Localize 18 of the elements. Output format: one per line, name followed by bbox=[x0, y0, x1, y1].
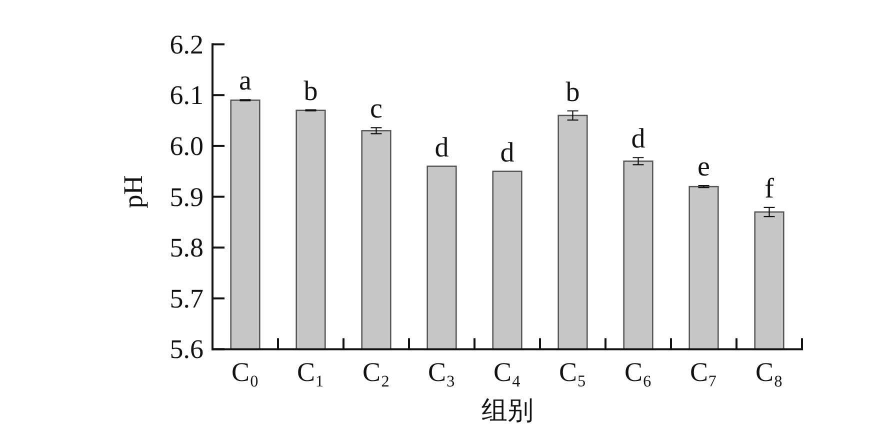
y-tick-label: 6.1 bbox=[170, 80, 204, 110]
x-axis-title: 组别 bbox=[481, 396, 534, 426]
x-tick-label: C₅ bbox=[559, 357, 586, 388]
x-tick-label: C₆ bbox=[624, 357, 652, 388]
y-tick-label: 5.8 bbox=[170, 232, 204, 263]
y-tick-label: 6.0 bbox=[170, 130, 204, 161]
x-tick-label: C₈ bbox=[756, 357, 783, 388]
x-tick-label: C₀ bbox=[232, 357, 259, 388]
x-tick-label: C₁ bbox=[297, 357, 324, 388]
y-tick-label: 6.2 bbox=[170, 29, 204, 60]
x-tick-label: C₃ bbox=[428, 357, 456, 388]
y-tick-label: 5.9 bbox=[170, 182, 204, 212]
x-tick-label: C₇ bbox=[690, 357, 718, 388]
x-tick-label: C₂ bbox=[362, 357, 390, 388]
x-tick-label: C₄ bbox=[494, 357, 521, 388]
y-tick-label: 5.7 bbox=[170, 283, 204, 314]
y-axis-title: pH bbox=[118, 175, 148, 208]
y-tick-label: 5.6 bbox=[170, 334, 204, 364]
